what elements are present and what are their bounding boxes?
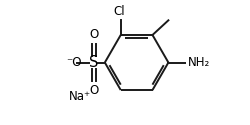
Text: O: O [89,84,99,97]
Text: NH₂: NH₂ [188,56,210,69]
Text: Na⁺: Na⁺ [69,90,91,103]
Text: O: O [89,28,99,41]
Text: Cl: Cl [114,6,125,18]
Text: S: S [89,55,99,70]
Text: ⁻O: ⁻O [66,56,82,69]
